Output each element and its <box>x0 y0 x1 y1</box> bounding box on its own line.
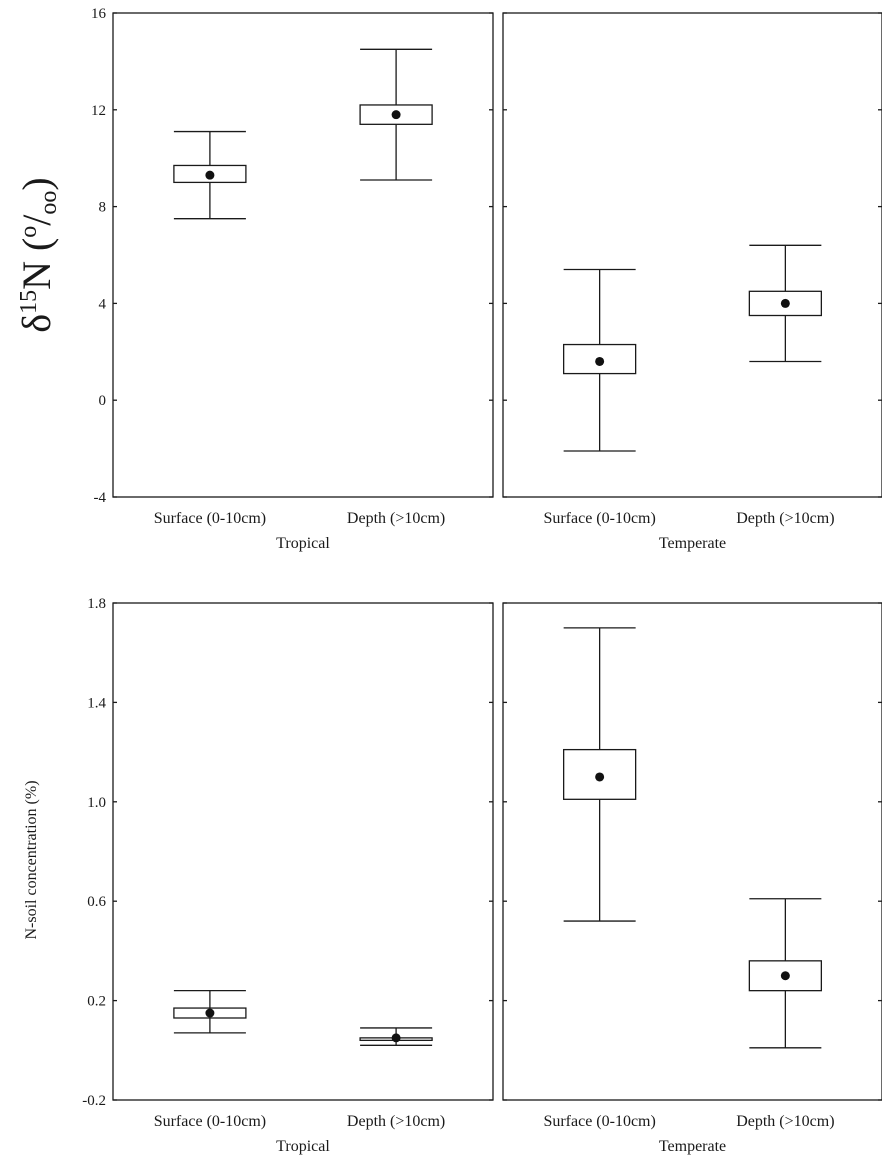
y-tick-label: 16 <box>91 6 107 22</box>
category-label: Surface (0-10cm) <box>543 1113 655 1130</box>
chart-1-ylabel: δ15N (o/oo) <box>14 177 62 333</box>
chart-1-ylabel-open: ( <box>14 238 59 261</box>
plot-area: -4 0 4 8 12 16 Surface (0-10cm) Depth (>10cm) Tr… <box>82 6 882 1155</box>
group-label: Temperate <box>659 1138 726 1155</box>
y-tick-label: 8 <box>99 200 107 216</box>
chart-2-ylabel: N-soil concentration (%) <box>23 780 40 939</box>
panel-frame <box>502 602 882 1101</box>
chart-1-ylabel-per-oo: oo <box>36 191 62 215</box>
category-label: Depth (>10cm) <box>736 1113 834 1130</box>
y-tick-label: -4 <box>94 490 107 506</box>
y-tick-label: 0.2 <box>87 994 106 1010</box>
mean-point <box>391 1033 401 1043</box>
chart-1-ylabel-sup: 15 <box>16 290 42 314</box>
y-tick-label: 1.8 <box>87 596 106 612</box>
box-depth <box>359 1027 433 1046</box>
chart-1: -4 0 4 8 12 16 Surface (0-10cm) Depth (>10cm) Tr… <box>91 6 882 552</box>
mean-point <box>391 110 401 120</box>
chart-1-panel-temperate: Surface (0-10cm) Depth (>10cm) Temperate <box>502 12 882 552</box>
mean-point <box>595 356 605 366</box>
panel-frame <box>502 12 882 498</box>
chart-1-ylabel-element: N <box>14 261 59 290</box>
y-tick-label: 0.6 <box>87 894 106 910</box>
mean-point <box>205 170 215 180</box>
y-tick-label: -0.2 <box>82 1093 106 1109</box>
y-tick-label: 4 <box>99 296 107 312</box>
box-depth <box>748 244 823 363</box>
category-label: Depth (>10cm) <box>736 510 834 527</box>
y-tick-label: 12 <box>91 103 106 119</box>
category-label: Surface (0-10cm) <box>543 510 655 527</box>
chart-1-ylabel-per-o: o <box>16 226 42 238</box>
chart-1-ylabel-per-slash: / <box>14 214 59 226</box>
chart-2-panel-tropical: -0.2 0.2 0.6 1.0 1.4 1.8 Surface (0-10cm) Depth… <box>82 596 494 1155</box>
category-label: Surface (0-10cm) <box>154 1113 266 1130</box>
box-depth <box>359 48 433 181</box>
group-label: Tropical <box>276 535 330 552</box>
group-label: Temperate <box>659 535 726 552</box>
box-depth <box>748 898 823 1049</box>
chart-2-panel-temperate: Surface (0-10cm) Depth (>10cm) Temperate <box>502 602 882 1155</box>
category-label: Depth (>10cm) <box>347 510 445 527</box>
box-surface <box>173 130 247 220</box>
box-surface <box>562 268 637 452</box>
mean-point <box>595 772 605 782</box>
y-tick-label: 1.4 <box>87 695 106 711</box>
panel-frame <box>112 12 494 498</box>
chart-1-ylabel-delta: δ <box>14 314 59 333</box>
box-surface <box>562 627 637 922</box>
mean-point <box>780 298 790 308</box>
chart-2: -0.2 0.2 0.6 1.0 1.4 1.8 Surface (0-10cm) Depth… <box>82 596 882 1155</box>
group-label: Tropical <box>276 1138 330 1155</box>
box-surface <box>173 990 247 1034</box>
mean-point <box>205 1008 215 1018</box>
y-tick-label: 0 <box>99 393 107 409</box>
y-tick-label: 1.0 <box>87 795 106 811</box>
panel-frame <box>112 602 494 1101</box>
chart-1-panel-tropical: -4 0 4 8 12 16 Surface (0-10cm) Depth (>10cm) Tr… <box>91 6 494 552</box>
chart-1-ylabel-close: ) <box>14 177 59 190</box>
mean-point <box>780 971 790 981</box>
category-label: Depth (>10cm) <box>347 1113 445 1130</box>
category-label: Surface (0-10cm) <box>154 510 266 527</box>
